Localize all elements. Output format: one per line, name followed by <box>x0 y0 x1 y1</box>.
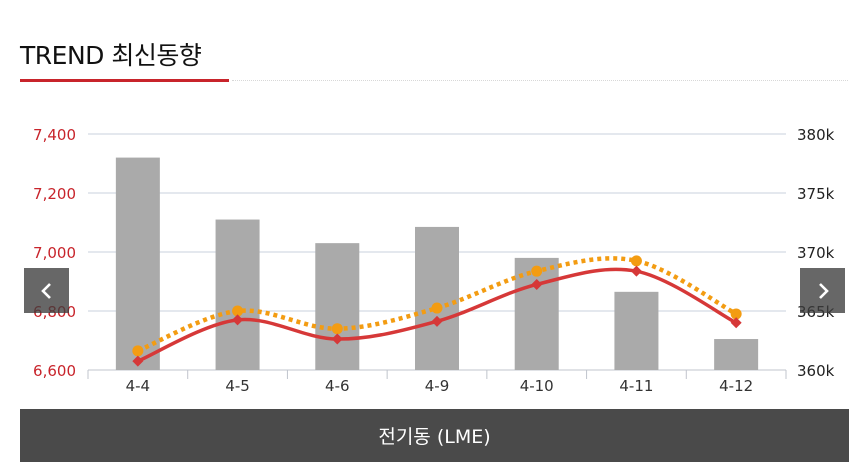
section-header: TREND 최신동향 <box>20 32 848 84</box>
x-tick-label: 4-6 <box>325 377 350 395</box>
point-4-6 <box>331 323 343 335</box>
point-4-5 <box>232 314 244 326</box>
point-4-12 <box>730 308 742 320</box>
prev-button[interactable] <box>24 268 69 313</box>
y-left-tick-label: 6,600 <box>33 362 76 380</box>
next-button[interactable] <box>800 268 845 313</box>
point-4-9 <box>431 315 443 327</box>
point-4-10 <box>531 265 543 277</box>
x-tick-label: 4-5 <box>225 377 250 395</box>
y-left-tick-label: 7,400 <box>33 126 76 144</box>
page-title: TREND 최신동향 <box>20 41 202 70</box>
y-left-tick-label: 7,200 <box>33 185 76 203</box>
point-4-5 <box>232 305 244 317</box>
title-underline <box>20 79 229 82</box>
trend-chart: 6,600360k6,800365k7,000370k7,200375k7,40… <box>33 126 835 395</box>
point-4-11 <box>630 265 642 277</box>
bar-4-4 <box>115 157 160 370</box>
chevron-right-icon <box>818 282 829 299</box>
chevron-left-icon <box>40 282 51 299</box>
bar-4-12 <box>714 339 759 370</box>
point-4-4 <box>132 355 144 367</box>
y-right-tick-label: 360k <box>797 362 835 380</box>
x-tick-label: 4-4 <box>126 377 151 395</box>
x-tick-label: 4-12 <box>719 377 753 395</box>
y-right-tick-label: 375k <box>797 185 835 203</box>
x-tick-label: 4-9 <box>425 377 450 395</box>
y-right-tick-label: 380k <box>797 126 835 144</box>
bar-4-5 <box>215 219 260 370</box>
bar-4-11 <box>614 291 659 370</box>
bar-4-6 <box>315 243 360 370</box>
x-tick-label: 4-10 <box>520 377 554 395</box>
commodity-label: 전기동 (LME) <box>378 426 491 448</box>
point-4-6 <box>331 333 343 345</box>
point-4-9 <box>431 302 443 314</box>
point-4-12 <box>730 317 742 329</box>
bar-4-9 <box>415 226 459 370</box>
point-4-4 <box>132 345 144 357</box>
x-tick-label: 4-11 <box>619 377 653 395</box>
commodity-label-bar[interactable]: 전기동 (LME) <box>20 409 849 462</box>
y-right-tick-label: 370k <box>797 244 835 262</box>
point-4-11 <box>630 255 642 267</box>
point-4-10 <box>531 278 543 290</box>
title-divider <box>232 80 848 81</box>
y-left-tick-label: 7,000 <box>33 244 76 262</box>
